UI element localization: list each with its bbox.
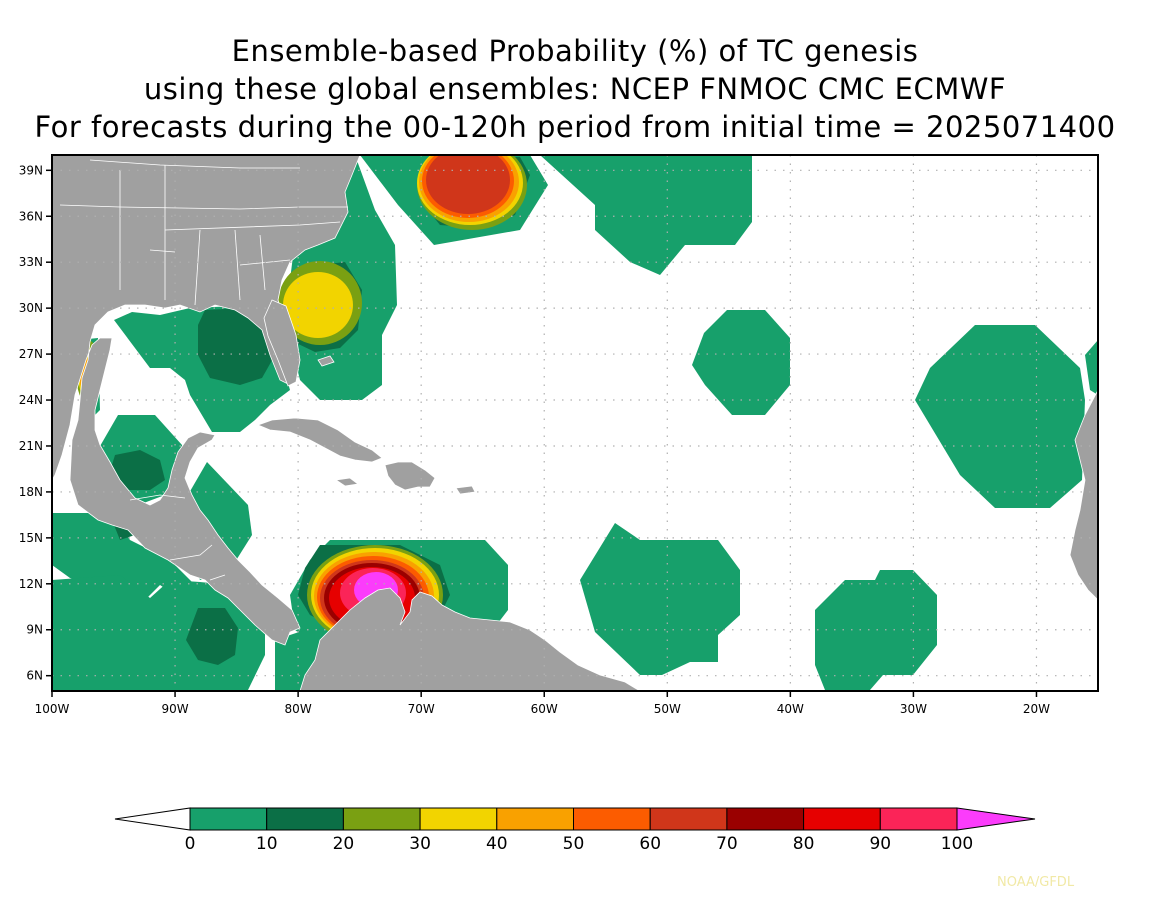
- lon-tick-label: 20W: [1023, 702, 1050, 716]
- lon-tick-label: 90W: [161, 702, 188, 716]
- colorbar-segment: [726, 807, 805, 831]
- map-frame: [51, 154, 1099, 692]
- storm-system-florida: [278, 261, 362, 345]
- colorbar-segment: [649, 807, 728, 831]
- colorbar-segment: [496, 807, 574, 831]
- colorbar-label: 90: [869, 834, 891, 854]
- colorbar-label: 50: [563, 834, 585, 854]
- colorbar-arrow-high: [956, 807, 1036, 831]
- colorbar-label: 60: [639, 834, 661, 854]
- storm-system-north-atlantic: [417, 155, 527, 230]
- lat-tick-label: 15N: [19, 531, 43, 545]
- latitude-labels: 6N 9N 12N 15N 18N 21N 24N 27N 30N 33N 36N 39N: [19, 163, 43, 682]
- title-line-3: For forecasts during the 00-120h period …: [34, 110, 1116, 144]
- map-area: [52, 155, 1098, 691]
- lat-tick-label: 6N: [26, 669, 43, 683]
- axis-ticks: [46, 169, 1038, 697]
- lat-tick-label: 27N: [19, 347, 43, 361]
- lat-tick-label: 18N: [19, 485, 43, 499]
- probability-10-20-areas: [52, 155, 1098, 690]
- colorbar-label: 10: [256, 834, 278, 854]
- lon-tick-label: 100W: [35, 702, 70, 716]
- lon-tick-label: 80W: [285, 702, 312, 716]
- lat-tick-label: 21N: [19, 439, 43, 453]
- lat-tick-label: 24N: [19, 393, 43, 407]
- lat-tick-label: 33N: [19, 255, 43, 269]
- lat-tick-label: 12N: [19, 577, 43, 591]
- lat-tick-label: 30N: [19, 301, 43, 315]
- colorbar-segment: [573, 807, 651, 831]
- colorbar-segment: [803, 807, 881, 831]
- colorbar-label: 30: [409, 834, 431, 854]
- colorbar-segment: [342, 807, 421, 831]
- colorbar-arrow-low: [114, 807, 191, 831]
- credit-text: NOAA/GFDL: [997, 875, 1075, 890]
- colorbar-label: 100: [941, 834, 973, 854]
- lat-tick-label: 39N: [19, 163, 43, 177]
- colorbar-label: 80: [793, 834, 815, 854]
- lon-tick-label: 40W: [777, 702, 804, 716]
- title-line-2: using these global ensembles: NCEP FNMOC…: [143, 72, 1007, 106]
- lon-tick-label: 30W: [900, 702, 927, 716]
- colorbar-label: 40: [486, 834, 508, 854]
- lon-tick-label: 70W: [408, 702, 435, 716]
- longitude-labels: 100W 90W 80W 70W 60W 50W 40W 30W 20W: [35, 702, 1051, 716]
- colorbar-segment: [266, 807, 344, 831]
- colorbar-segment: [189, 807, 268, 831]
- colorbar-label: 20: [333, 834, 355, 854]
- colorbar-segment: [879, 807, 958, 831]
- land-masses: [52, 155, 1098, 691]
- title-line-1: Ensemble-based Probability (%) of TC gen…: [231, 34, 919, 68]
- lon-tick-label: 60W: [531, 702, 558, 716]
- colorbar: 0 10 20 30 40 50 60 70 80 90 100: [114, 807, 1036, 854]
- lon-tick-label: 50W: [654, 702, 681, 716]
- lat-tick-label: 36N: [19, 209, 43, 223]
- colorbar-segment: [419, 807, 498, 831]
- political-boundaries: [59, 159, 348, 581]
- lat-tick-label: 9N: [26, 623, 43, 637]
- colorbar-label: 0: [185, 834, 196, 854]
- colorbar-label: 70: [716, 834, 738, 854]
